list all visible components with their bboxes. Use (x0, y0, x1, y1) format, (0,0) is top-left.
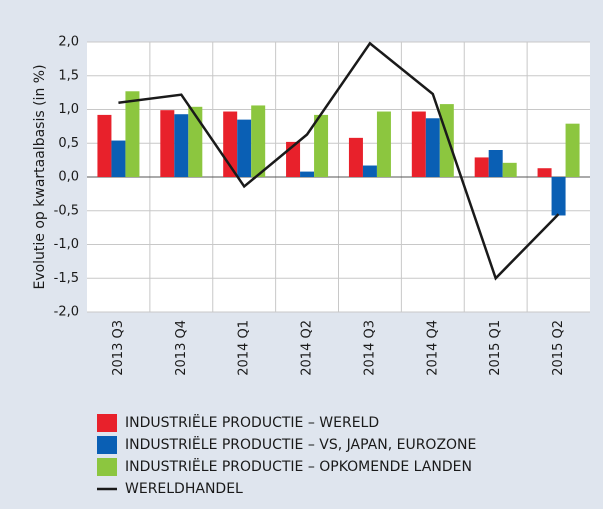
y-tick-label: -0,5 (54, 203, 79, 218)
bar (551, 177, 566, 216)
bar (537, 168, 552, 177)
y-tick-label: -1,5 (54, 271, 79, 286)
y-tick-label: 1,5 (58, 68, 79, 83)
bar (300, 171, 315, 177)
bar (565, 123, 580, 177)
bar (502, 162, 517, 177)
y-tick-label: -1,0 (54, 237, 79, 252)
y-tick-label: 0,0 (58, 170, 79, 185)
y-tick-label: 0,5 (58, 136, 79, 151)
x-tick-label: 2013 Q4 (174, 320, 189, 376)
x-tick-label: 2015 Q2 (551, 320, 566, 376)
x-tick-label: 2014 Q3 (362, 320, 377, 376)
bar (314, 114, 329, 177)
bar (125, 91, 140, 177)
bar (376, 111, 391, 177)
legend-swatch (97, 458, 117, 476)
bar (237, 119, 252, 177)
bar (188, 106, 203, 177)
y-axis-label: Evolutie op kwartaalbasis (in %) (32, 64, 48, 289)
bar (97, 114, 112, 177)
line (118, 41, 560, 281)
bar (439, 104, 454, 177)
legend-label: WERELDHANDEL (125, 481, 243, 497)
bar (474, 157, 489, 177)
x-tick-label: 2015 Q1 (488, 320, 503, 376)
y-tick-label: 1,0 (58, 102, 79, 117)
bar (362, 165, 377, 177)
bar (286, 141, 301, 177)
bar (411, 111, 426, 177)
legend-label: INDUSTRIËLE PRODUCTIE – WERELD (125, 413, 379, 431)
bar (488, 150, 503, 177)
bar (425, 118, 440, 177)
x-tick-label: 2014 Q2 (300, 320, 315, 376)
y-tick-label: 2,0 (58, 35, 79, 50)
legend-label: INDUSTRIËLE PRODUCTIE – VS, JAPAN, EUROZ… (125, 435, 476, 453)
x-tick-label: 2014 Q1 (237, 320, 252, 376)
x-tick-label: 2013 Q3 (111, 320, 126, 376)
legend-swatch (97, 436, 117, 454)
legend-label: INDUSTRIËLE PRODUCTIE – OPKOMENDE LANDEN (125, 457, 472, 475)
bar (348, 137, 363, 177)
y-tick-label: -2,0 (54, 305, 79, 320)
bar (174, 114, 189, 177)
bar (160, 110, 175, 177)
x-tick-label: 2014 Q4 (425, 320, 440, 376)
bar (111, 140, 126, 177)
legend-swatch (97, 414, 117, 432)
bar (251, 105, 266, 177)
